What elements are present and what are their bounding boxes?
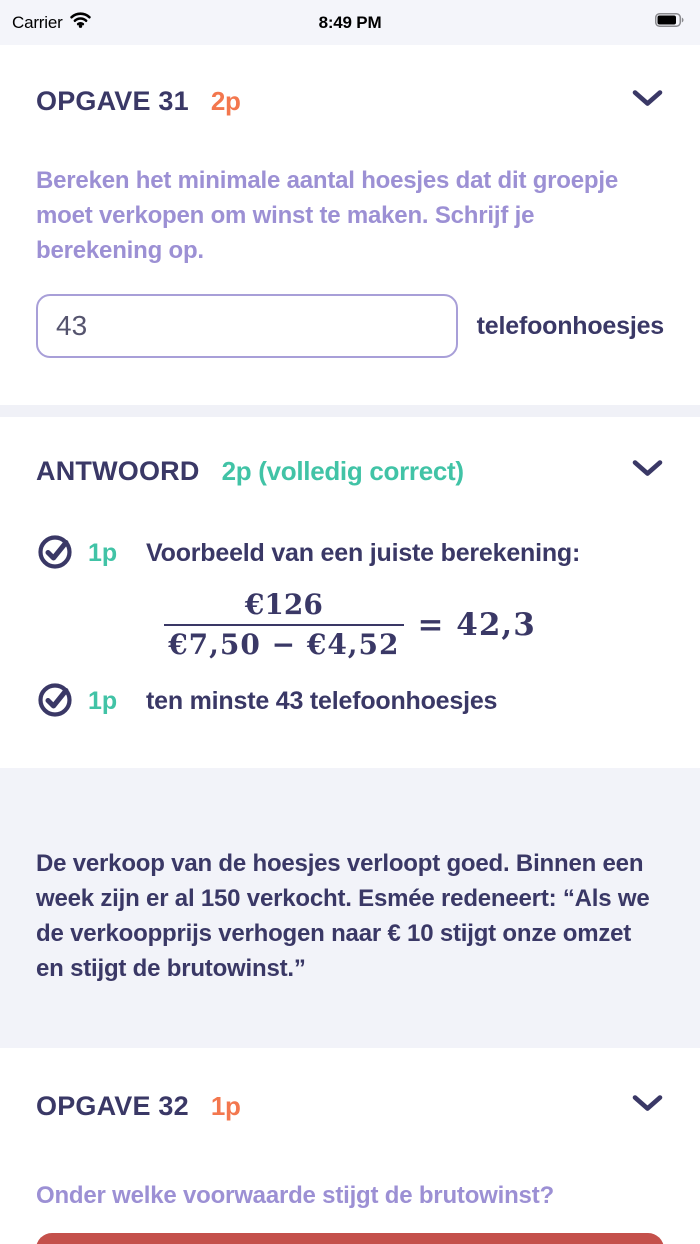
item-text: ten minste 43 telefoonhoesjes (146, 686, 498, 715)
formula-result: = 42,3 (417, 607, 536, 643)
check-circle-icon (36, 680, 74, 723)
answer-unit-label: telefoonhoesjes (476, 311, 665, 340)
passage-block: De verkoop van de hoesjes verloopt goed.… (0, 768, 700, 1048)
opgave-32-question: Onder welke voorwaarde stijgt de brutowi… (36, 1182, 554, 1209)
fraction-numerator: €126 (244, 588, 323, 621)
opgave-31-header[interactable]: OPGAVE 31 2p (36, 83, 664, 119)
section-opgave-32: OPGAVE 32 1p Onder welke voorwaarde stij… (0, 1048, 700, 1244)
section-divider (0, 405, 700, 417)
chevron-down-icon[interactable] (631, 89, 664, 113)
item-text: Voorbeeld van een juiste berekening: (146, 538, 581, 567)
math-formula: €126 €7,50 − €4,52 = 42,3 (36, 583, 664, 667)
battery-icon (654, 13, 684, 32)
opgave-31-title: OPGAVE 31 (36, 85, 189, 116)
carrier-label: Carrier (12, 12, 63, 32)
chevron-down-icon[interactable] (631, 1094, 664, 1118)
answer-item: 1p Voorbeeld van een juiste berekening: (36, 533, 664, 573)
antwoord-header[interactable]: ANTWOORD 2p (volledig correct) (36, 453, 664, 489)
fraction: €126 €7,50 − €4,52 (164, 588, 404, 662)
answer-item: 1p ten minste 43 telefoonhoesjes (36, 681, 664, 721)
antwoord-title: ANTWOORD (36, 455, 200, 486)
item-points: 1p (88, 538, 118, 567)
opgave-31-points-badge: 2p (210, 85, 241, 116)
answer-textarea[interactable] (36, 1233, 664, 1244)
clock: 8:49 PM (318, 12, 382, 32)
opgave-32-points-badge: 1p (210, 1090, 241, 1121)
chevron-down-icon[interactable] (631, 459, 664, 483)
opgave-32-title: OPGAVE 32 (36, 1090, 189, 1121)
fraction-denominator: €7,50 − €4,52 (168, 628, 400, 661)
passage-text: De verkoop van de hoesjes verloopt goed.… (36, 850, 650, 982)
opgave-31-question: Bereken het minimale aantal hoesjes dat … (36, 167, 618, 264)
item-points: 1p (88, 686, 118, 715)
section-antwoord: ANTWOORD 2p (volledig correct) 1p Voorbe… (0, 417, 700, 768)
opgave-32-header[interactable]: OPGAVE 32 1p (36, 1088, 664, 1124)
check-circle-icon (36, 532, 74, 575)
antwoord-points-badge: 2p (volledig correct) (221, 455, 465, 486)
status-bar: Carrier 8:49 PM (0, 0, 700, 45)
answer-input[interactable] (36, 294, 458, 358)
wifi-icon (69, 12, 91, 33)
fraction-line (164, 624, 404, 626)
section-opgave-31: OPGAVE 31 2p Bereken het minimale aantal… (0, 45, 700, 405)
answer-row: telefoonhoesjes (36, 294, 664, 358)
